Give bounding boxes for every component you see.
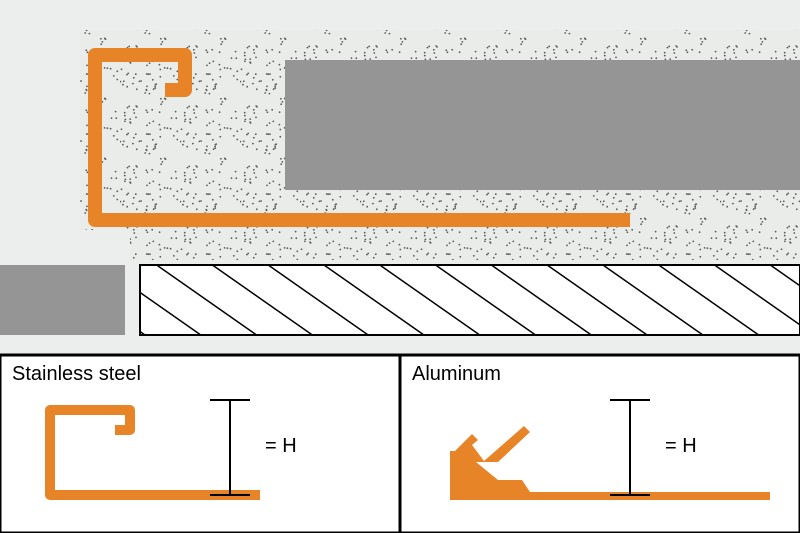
tile-left	[0, 265, 125, 335]
label-h-stainless: = H	[265, 435, 297, 457]
label-aluminum: Aluminum	[412, 363, 501, 385]
substrate-hatch	[140, 265, 800, 335]
upper-cross-section	[0, 30, 800, 335]
profile-variants: Stainless steel Aluminum = H = H	[0, 355, 800, 533]
label-h-aluminum: = H	[665, 435, 697, 457]
label-stainless: Stainless steel	[12, 363, 141, 385]
tile-top	[285, 60, 800, 190]
